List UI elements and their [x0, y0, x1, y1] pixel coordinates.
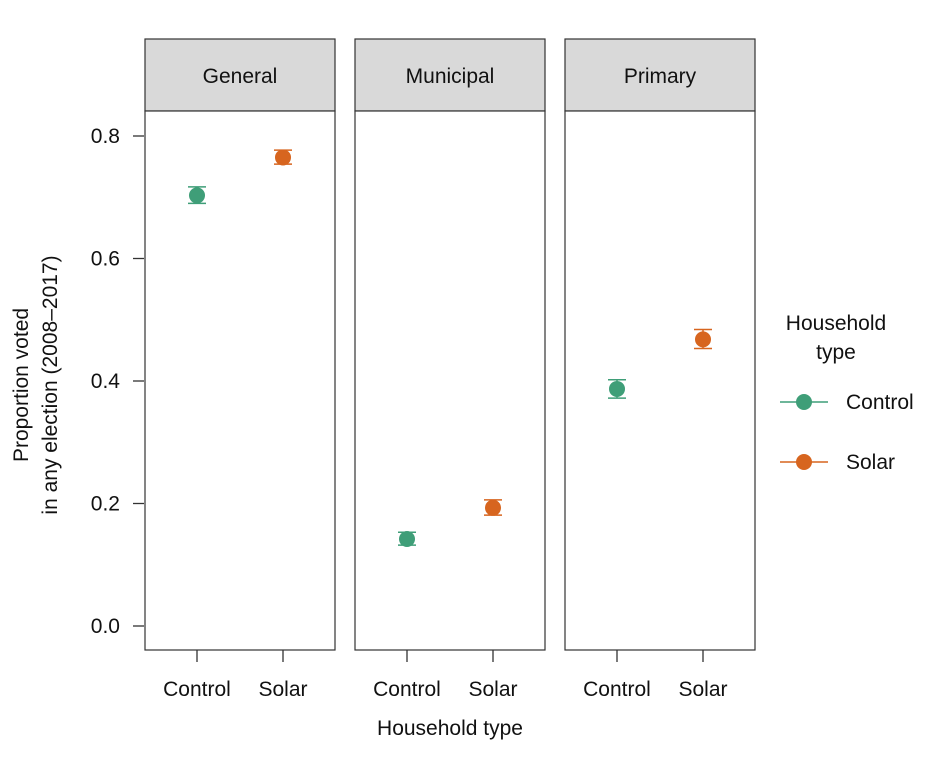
point-municipal-control	[399, 531, 415, 548]
x-tick-label: Solar	[258, 678, 307, 701]
legend-title-line-1: Household	[786, 312, 886, 335]
x-tick-label: Solar	[468, 678, 517, 701]
x-tick-label: Control	[163, 678, 231, 701]
x-tick-label: Control	[373, 678, 441, 701]
x-tick-label: Solar	[678, 678, 727, 701]
facet-panel-general	[144, 110, 336, 651]
legend-key-point-control	[796, 394, 812, 410]
point-general-control	[189, 187, 205, 204]
facet-strip-label-primary: Primary	[624, 65, 697, 88]
y-tick-label: 0.6	[91, 248, 120, 271]
point-primary-control	[609, 380, 625, 397]
legend-key-point-solar	[796, 454, 812, 470]
facet-strip-label-general: General	[203, 65, 278, 88]
facet-panel-municipal	[354, 110, 546, 651]
facet-strip-municipal	[354, 38, 546, 112]
point-primary-solar	[695, 331, 711, 348]
y-tick-label: 0.0	[91, 615, 120, 638]
facet-strip-general	[144, 38, 336, 112]
y-axis-title-line-1: Proportion voted	[10, 308, 33, 462]
legend-label-control: Control	[846, 391, 914, 414]
point-municipal-solar	[485, 499, 501, 516]
facet-panel-primary	[564, 110, 756, 651]
facet-strip-label-municipal: Municipal	[406, 65, 495, 88]
y-axis-title-line-2: in any election (2008–2017)	[39, 255, 62, 514]
legend-title-line-2: type	[816, 341, 856, 364]
point-general-solar	[275, 149, 291, 166]
y-tick-label: 0.2	[91, 493, 120, 516]
x-axis-title: Household type	[377, 717, 523, 740]
facet-strip-primary	[564, 38, 756, 112]
x-tick-label: Control	[583, 678, 651, 701]
y-tick-label: 0.4	[91, 370, 121, 393]
y-tick-label: 0.8	[91, 125, 120, 148]
legend-label-solar: Solar	[846, 451, 895, 474]
